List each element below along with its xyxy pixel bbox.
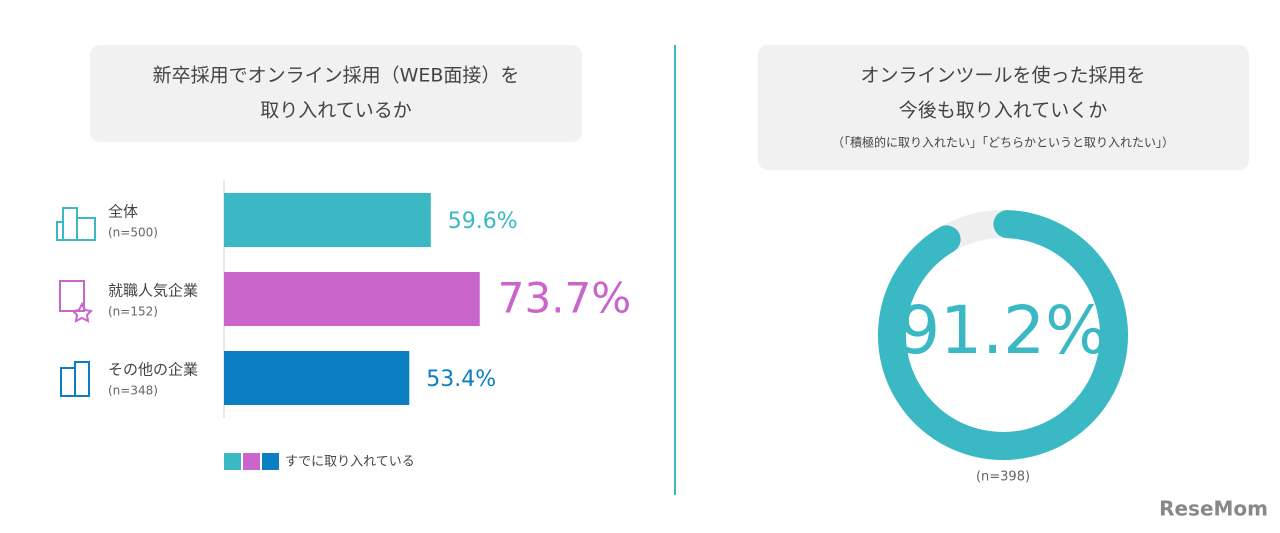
category-note: (n=348) bbox=[108, 384, 158, 398]
value-label: 59.6% bbox=[448, 209, 518, 234]
bar bbox=[224, 351, 410, 405]
donut-value: 91.2% bbox=[898, 292, 1108, 369]
legend-label: すでに取り入れている bbox=[285, 455, 415, 470]
category-label: 全体 bbox=[108, 203, 138, 221]
chart-subtitle: （「積極的に取り入れたい」「どちらかというと取り入れたい」） bbox=[832, 135, 1174, 150]
chart-title: 取り入れているか bbox=[260, 100, 411, 122]
donut-arc bbox=[878, 210, 1128, 460]
legend-swatch bbox=[262, 453, 279, 470]
title-box bbox=[758, 45, 1249, 170]
chart-title: 新卒採用でオンライン採用（WEB面接）を bbox=[153, 65, 520, 87]
bar bbox=[224, 193, 431, 247]
icon-other bbox=[60, 361, 90, 397]
value-label: 53.4% bbox=[426, 367, 496, 392]
category-note: (n=152) bbox=[108, 305, 158, 319]
legend-swatch bbox=[224, 453, 241, 470]
category-label: その他の企業 bbox=[108, 361, 198, 379]
sample-note: (n=398) bbox=[976, 470, 1030, 485]
watermark: ReseMom bbox=[1159, 497, 1268, 521]
bar bbox=[224, 272, 480, 326]
icon-building bbox=[56, 207, 96, 241]
chart-title: オンラインツールを使った採用を bbox=[860, 65, 1145, 87]
chart-title: 今後も取り入れていくか bbox=[899, 100, 1107, 122]
icon-popular bbox=[59, 280, 94, 323]
legend-swatch bbox=[243, 453, 260, 470]
value-label: 73.7% bbox=[498, 274, 631, 323]
category-label: 就職人気企業 bbox=[108, 282, 198, 300]
title-box bbox=[90, 45, 582, 142]
category-note: (n=500) bbox=[108, 226, 158, 240]
